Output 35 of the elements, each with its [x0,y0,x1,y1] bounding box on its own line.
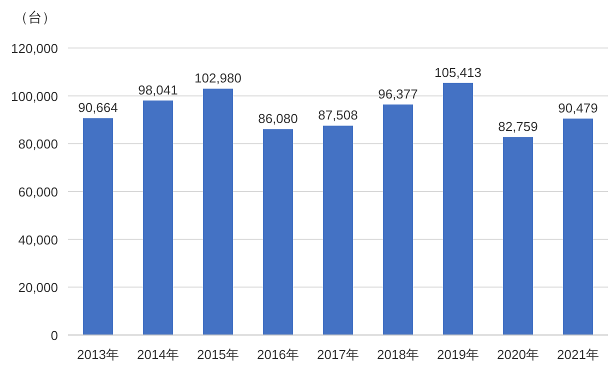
data-label: 86,080 [258,111,298,126]
data-label: 96,377 [378,86,418,102]
bar [263,129,293,335]
bar [443,82,473,335]
bar [503,137,533,335]
data-label: 90,664 [78,100,118,116]
data-label: 87,508 [318,108,358,123]
bar [383,104,413,335]
x-tick-label: 2015年 [197,347,239,362]
y-tick-label: 80,000 [18,136,58,152]
data-label: 105,413 [434,64,482,80]
y-axis-title: （台） [14,9,56,25]
y-tick-label: 60,000 [18,184,58,200]
x-tick-label: 2019年 [437,347,479,362]
x-tick-label: 2013年 [77,347,119,362]
bar [83,118,113,335]
x-tick-label: 2020年 [497,347,539,362]
x-tick-label: 2021年 [557,347,599,362]
y-tick-label: 100,000 [11,88,58,104]
x-tick-label: 2017年 [317,347,359,362]
bar [143,100,173,335]
y-tick-label: 120,000 [11,41,58,56]
y-tick-label: 20,000 [18,280,58,296]
y-tick-label: 40,000 [18,232,58,248]
bar [323,126,353,335]
x-tick-label: 2018年 [377,347,419,362]
x-tick-label: 2014年 [137,347,179,362]
data-label: 90,479 [558,100,598,116]
bar [563,118,593,335]
data-label: 102,980 [194,70,242,86]
y-tick-label: 0 [50,328,58,343]
bar [203,88,233,335]
x-tick-label: 2016年 [257,347,299,362]
data-label: 98,041 [138,82,178,98]
data-label: 82,759 [498,119,538,134]
